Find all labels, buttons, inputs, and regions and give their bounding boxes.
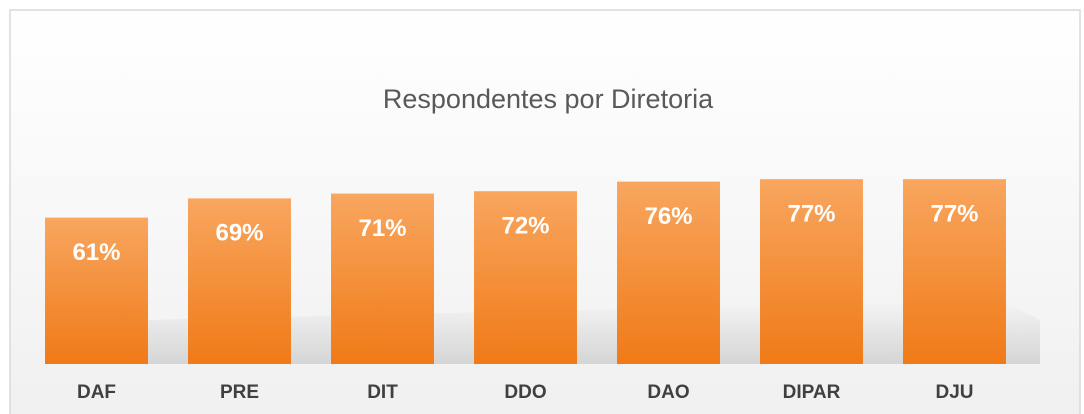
chart-title: Respondentes por Diretoria (383, 84, 714, 114)
bar (617, 181, 720, 364)
data-label: 77% (787, 201, 835, 228)
data-label: 77% (930, 201, 978, 228)
x-tick-label: DJU (935, 382, 973, 403)
bar (188, 198, 291, 364)
x-tick-label: DIT (367, 382, 398, 403)
data-label: 76% (644, 203, 692, 230)
x-tick-label: DDO (504, 382, 546, 403)
data-label: 71% (358, 215, 406, 242)
bar (45, 217, 148, 364)
x-tick-label: DIPAR (783, 382, 841, 403)
x-tick-label: DAF (77, 382, 116, 403)
x-tick-label: DAO (647, 382, 689, 403)
data-label: 72% (501, 213, 549, 240)
data-label: 61% (72, 239, 120, 266)
x-tick-label: PRE (220, 382, 259, 403)
bar (331, 193, 434, 364)
bar (474, 191, 577, 364)
bar (760, 179, 863, 364)
data-label: 69% (215, 220, 263, 247)
bar (903, 179, 1006, 364)
